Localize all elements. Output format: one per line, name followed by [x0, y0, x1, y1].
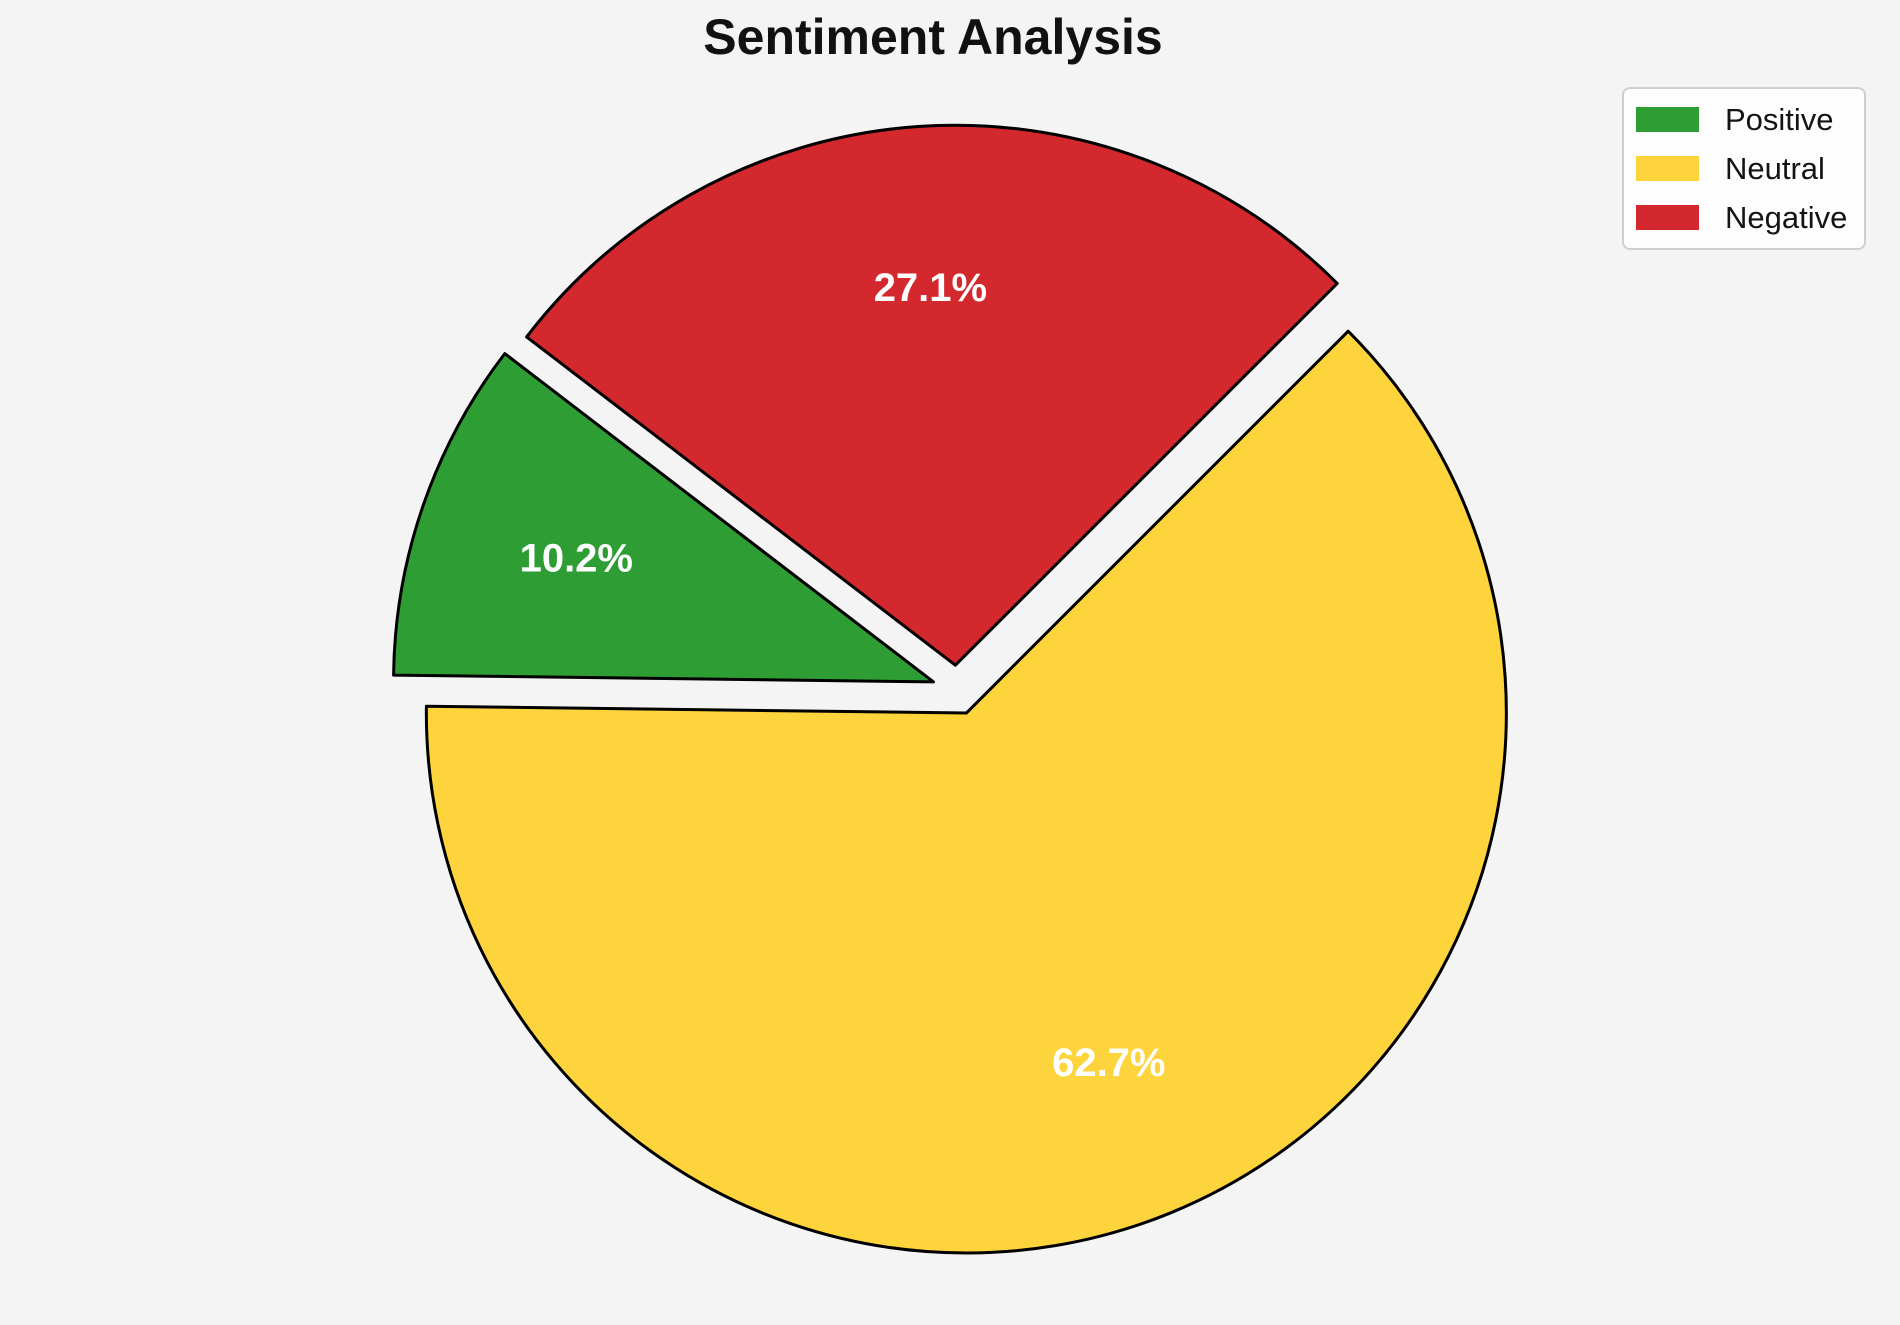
pie-slice-negative — [525, 123, 1339, 667]
pie-slice-neutral — [424, 329, 1508, 1255]
legend: Positive Neutral Negative — [1622, 87, 1866, 250]
legend-label-positive: Positive — [1725, 102, 1834, 137]
legend-row-negative: Negative — [1636, 197, 1852, 238]
pct-label-neutral: 62.7% — [1052, 1041, 1165, 1085]
legend-label-negative: Negative — [1725, 200, 1848, 235]
pie-slice-positive — [392, 352, 936, 684]
legend-label-neutral: Neutral — [1725, 151, 1825, 186]
legend-row-positive: Positive — [1636, 99, 1852, 140]
legend-row-neutral: Neutral — [1636, 148, 1852, 189]
pct-label-positive: 10.2% — [520, 536, 633, 580]
legend-swatch-positive-icon — [1636, 107, 1699, 132]
chart-title: Sentiment Analysis — [703, 9, 1163, 65]
pct-label-negative: 27.1% — [874, 266, 987, 310]
legend-swatch-neutral-icon — [1636, 156, 1699, 181]
legend-swatch-negative-icon — [1636, 205, 1699, 230]
